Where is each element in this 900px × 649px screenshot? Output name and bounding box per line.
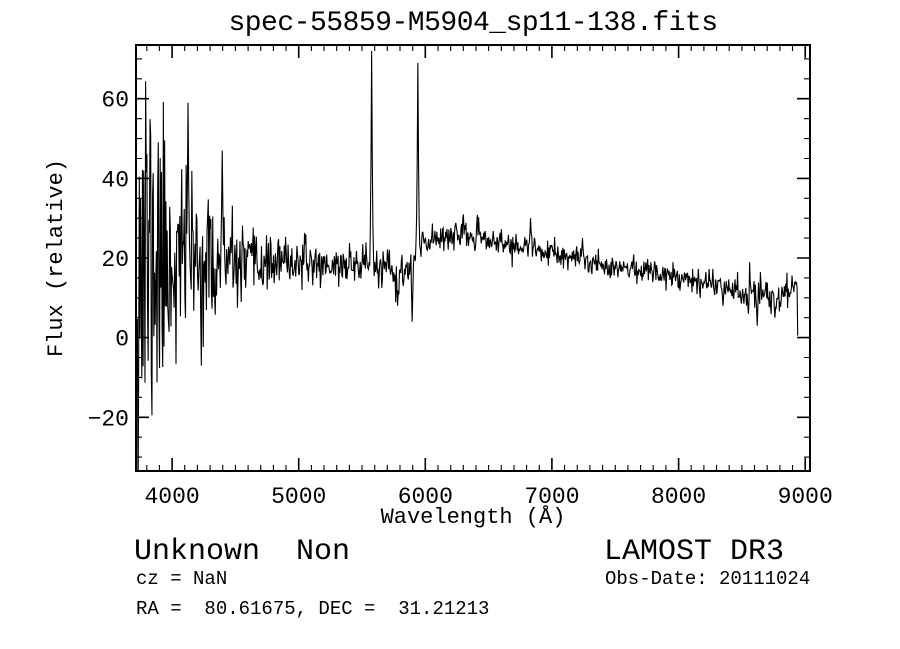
obs-date-label: Obs-Date: 20111024 — [605, 568, 811, 590]
survey-release-label: LAMOST DR3 — [604, 535, 785, 569]
y-tick-label-20: 20 — [101, 247, 129, 273]
x-tick-label-6000: 6000 — [398, 484, 453, 510]
spectrum-line — [137, 50, 799, 470]
y-tick-label--20: −20 — [88, 406, 129, 432]
y-axis-title: Flux (relative) — [44, 158, 69, 358]
x-tick-label-7000: 7000 — [524, 484, 579, 510]
x-axis-title: Wavelength (Å) — [380, 505, 566, 530]
cz-value-label: cz = NaN — [136, 568, 228, 590]
object-class-label: Unknown Non — [134, 535, 351, 569]
y-tick-label-60: 60 — [101, 88, 129, 114]
x-tick-label-4000: 4000 — [144, 484, 199, 510]
y-tick-label-40: 40 — [101, 167, 129, 193]
x-tick-label-8000: 8000 — [651, 484, 706, 510]
x-tick-label-9000: 9000 — [778, 484, 833, 510]
plot-title: spec-55859-M5904_sp11-138.fits — [228, 8, 718, 39]
ra-dec-label: RA = 80.61675, DEC = 31.21213 — [136, 598, 490, 620]
axis-tick-labels: 4000 5000 6000 7000 8000 9000 −20 0 20 40 60 — [88, 88, 833, 510]
x-tick-label-5000: 5000 — [271, 484, 326, 510]
y-tick-label-0: 0 — [115, 327, 129, 353]
